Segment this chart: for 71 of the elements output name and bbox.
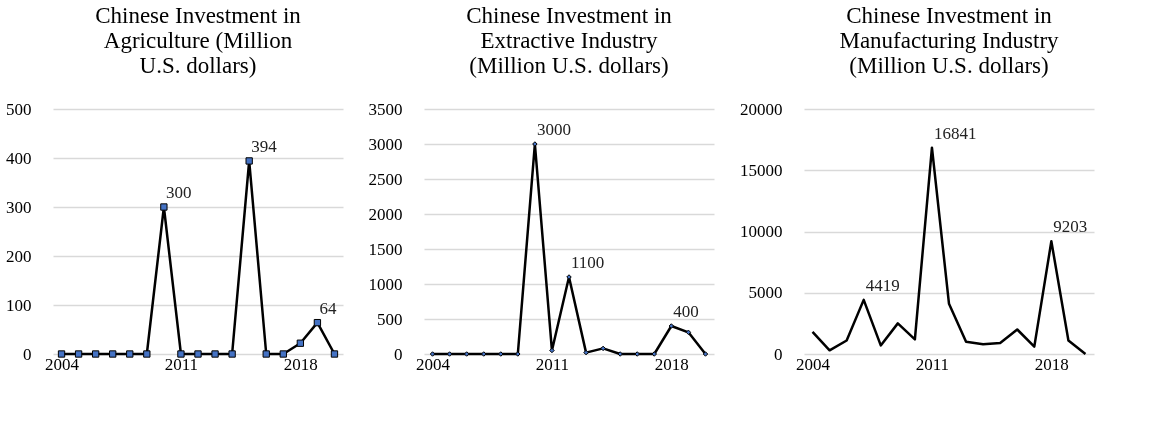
y-tick-label: 2000: [368, 204, 403, 224]
y-tick-label: 1000: [368, 274, 403, 294]
point: [566, 274, 572, 280]
chart-title: Chinese Investment in Manufacturing Industry (Million U.S. dollars): [839, 3, 1060, 78]
point: [463, 351, 470, 357]
point: [109, 350, 117, 358]
point: [330, 350, 339, 358]
y-tick-label: 3500: [368, 99, 403, 119]
point: [600, 345, 606, 352]
y-tick-label: 500: [377, 309, 403, 329]
point: [617, 351, 623, 357]
point: [702, 351, 709, 357]
y-tick-label: 300: [6, 197, 32, 217]
x-tick-label: 2018: [654, 354, 689, 374]
x-tick-label: 2011: [915, 354, 950, 374]
point: [429, 351, 436, 357]
point: [228, 350, 236, 358]
data-label: 300: [165, 183, 192, 202]
x-tick-label: 2004: [45, 354, 80, 374]
x-tick-label: 2018: [1034, 354, 1069, 374]
point: [211, 350, 219, 358]
y-tick-label: 0: [394, 344, 403, 364]
data-label: 3000: [536, 120, 571, 139]
point: [296, 339, 305, 347]
data-label: 16841: [933, 123, 977, 143]
point: [57, 350, 66, 358]
y-tick-label: 5000: [748, 283, 783, 303]
data-label: 4419: [865, 275, 900, 295]
x-tick-label: 2018: [283, 354, 318, 374]
data-label: 64: [319, 298, 337, 318]
point: [126, 350, 134, 358]
x-tick-label: 2011: [535, 354, 570, 374]
y-tick-label: 0: [23, 344, 32, 364]
y-tick-label: 15000: [740, 160, 783, 180]
y-tick-label: 100: [6, 295, 32, 315]
x-tick-label: 2011: [164, 354, 199, 374]
point: [74, 350, 83, 358]
point: [143, 350, 151, 358]
y-tick-label: 400: [6, 148, 32, 168]
y-tick-label: 2500: [368, 169, 403, 189]
point: [515, 351, 521, 357]
point: [685, 329, 692, 336]
y-tick-label: 1500: [368, 239, 403, 259]
data-label: 9203: [1053, 217, 1088, 237]
point: [549, 347, 555, 354]
point: [91, 350, 100, 358]
point: [313, 318, 322, 327]
point: [194, 350, 202, 358]
data-label: 1100: [571, 253, 605, 272]
point: [262, 350, 270, 358]
chart-title: Chinese Investment in Agriculture (Million U.S. dollars): [95, 3, 302, 78]
chart-title: Chinese Investment in Extractive Industry (Million U.S. dollars): [466, 3, 673, 78]
point: [446, 351, 453, 357]
y-tick-label: 200: [6, 246, 32, 266]
point: [668, 323, 675, 329]
line-series: [811, 146, 1087, 356]
y-tick-label: 500: [6, 99, 32, 119]
point: [583, 349, 589, 356]
point: [177, 350, 185, 358]
y-tick-label: 20000: [740, 99, 783, 119]
data-label: 400: [673, 302, 699, 321]
point: [245, 157, 253, 165]
y-tick-label: 10000: [740, 222, 783, 241]
x-tick-label: 2004: [796, 354, 831, 374]
y-tick-label: 3000: [368, 134, 403, 154]
point: [532, 141, 538, 147]
y-tick-label: 0: [774, 344, 783, 364]
data-label: 394: [251, 136, 278, 156]
point: [160, 203, 168, 211]
point: [279, 350, 287, 358]
x-tick-label: 2004: [416, 354, 451, 374]
